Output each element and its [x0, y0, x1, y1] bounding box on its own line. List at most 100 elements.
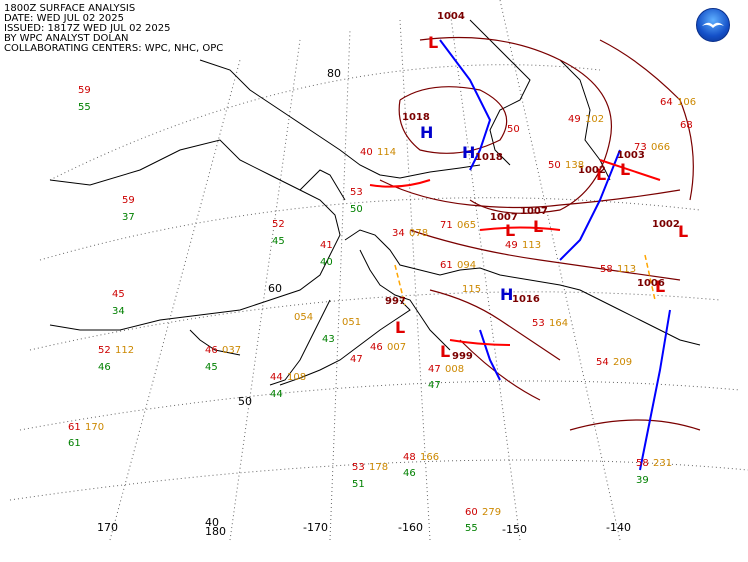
- svg-text:46: 46: [370, 342, 383, 353]
- svg-text:178: 178: [369, 462, 388, 473]
- svg-text:1003: 1003: [617, 150, 645, 161]
- svg-text:39: 39: [636, 475, 649, 486]
- svg-text:40: 40: [360, 147, 373, 158]
- svg-text:64: 64: [660, 97, 673, 108]
- svg-text:1006: 1006: [637, 278, 665, 289]
- svg-text:54: 54: [596, 357, 609, 368]
- svg-text:68: 68: [680, 120, 693, 131]
- svg-text:45: 45: [272, 236, 285, 247]
- svg-text:065: 065: [457, 220, 476, 231]
- lat-label-40: 40: [205, 516, 219, 529]
- svg-text:44: 44: [270, 389, 283, 400]
- noaa-logo-icon: [696, 8, 730, 42]
- svg-text:138: 138: [565, 160, 584, 171]
- low-1007: L: [505, 221, 515, 240]
- pressure-centers: L 1004 H 1018 H 1018 L 1007 L 1007 L 100…: [385, 11, 688, 362]
- svg-text:106: 106: [677, 97, 696, 108]
- low-1002b: L: [678, 222, 688, 241]
- svg-text:45: 45: [205, 362, 218, 373]
- svg-text:53: 53: [350, 187, 363, 198]
- svg-text:094: 094: [457, 260, 476, 271]
- svg-text:49: 49: [568, 114, 581, 125]
- low-1003: L: [620, 160, 630, 179]
- svg-text:46: 46: [98, 362, 111, 373]
- low-1002: L: [596, 165, 606, 184]
- svg-text:997: 997: [385, 296, 406, 307]
- svg-text:43: 43: [322, 334, 335, 345]
- low-1007b: L: [533, 217, 543, 236]
- svg-text:46: 46: [403, 468, 416, 479]
- svg-text:007: 007: [387, 342, 406, 353]
- svg-text:45: 45: [112, 289, 125, 300]
- svg-text:71: 71: [440, 220, 453, 231]
- svg-text:50: 50: [507, 124, 520, 135]
- svg-text:108: 108: [287, 372, 306, 383]
- svg-text:1016: 1016: [512, 294, 540, 305]
- header-line-2: DATE: WED JUL 02 2025: [4, 13, 125, 24]
- high-1018: H: [420, 123, 433, 142]
- svg-text:61: 61: [68, 422, 81, 433]
- svg-text:1007: 1007: [520, 206, 548, 217]
- svg-text:49: 49: [505, 240, 518, 251]
- low-999: L: [440, 342, 450, 361]
- lon-label-170: 170: [97, 521, 118, 534]
- cold-front: [439, 39, 671, 471]
- svg-text:37: 37: [122, 212, 135, 223]
- svg-text:58: 58: [636, 458, 649, 469]
- svg-text:58: 58: [600, 264, 613, 275]
- svg-text:037: 037: [222, 345, 241, 356]
- svg-text:231: 231: [653, 458, 672, 469]
- low-1004: L: [428, 33, 438, 52]
- svg-text:008: 008: [445, 364, 464, 375]
- header-line-1: 1800Z SURFACE ANALYSIS: [4, 3, 136, 14]
- svg-text:051: 051: [342, 317, 361, 328]
- svg-text:170: 170: [85, 422, 104, 433]
- svg-text:55: 55: [78, 102, 91, 113]
- svg-text:34: 34: [112, 306, 125, 317]
- high-1016: H: [500, 285, 513, 304]
- high-1018b: H: [462, 143, 475, 162]
- lon-label-180: 180: [205, 525, 226, 538]
- svg-text:164: 164: [549, 318, 568, 329]
- svg-text:47: 47: [428, 364, 441, 375]
- lat-label-80: 80: [327, 67, 341, 80]
- svg-text:47: 47: [428, 380, 441, 391]
- svg-text:52: 52: [98, 345, 111, 356]
- svg-text:46: 46: [205, 345, 218, 356]
- station-plots: 59 55 59 37 45 34 52 112 46 46 037 45 52 45 40 11…: [68, 85, 696, 534]
- svg-text:114: 114: [377, 147, 396, 158]
- svg-text:44: 44: [270, 372, 283, 383]
- svg-text:53: 53: [532, 318, 545, 329]
- lon-label-neg170: -170: [303, 521, 328, 534]
- svg-text:73: 73: [634, 142, 647, 153]
- svg-text:48: 48: [403, 452, 416, 463]
- svg-text:1007: 1007: [490, 212, 518, 223]
- low-1006: L: [655, 277, 665, 296]
- svg-text:115: 115: [462, 284, 481, 295]
- svg-text:1018: 1018: [475, 152, 503, 163]
- svg-text:52: 52: [272, 219, 285, 230]
- svg-text:102: 102: [585, 114, 604, 125]
- warm-front: [369, 159, 661, 346]
- trough: [394, 254, 656, 306]
- svg-text:59: 59: [78, 85, 91, 96]
- svg-text:53: 53: [352, 462, 365, 473]
- lon-label-neg160: -160: [398, 521, 423, 534]
- svg-text:34: 34: [392, 228, 405, 239]
- svg-text:47: 47: [350, 354, 363, 365]
- svg-text:40: 40: [320, 257, 333, 268]
- svg-text:61: 61: [68, 438, 81, 449]
- coastline: [49, 19, 701, 386]
- svg-text:1002: 1002: [652, 219, 680, 230]
- lon-label-neg150: -150: [502, 523, 527, 536]
- low-997: L: [395, 318, 405, 337]
- svg-text:50: 50: [350, 204, 363, 215]
- svg-text:1004: 1004: [437, 11, 465, 22]
- svg-text:054: 054: [294, 312, 313, 323]
- svg-text:166: 166: [420, 452, 439, 463]
- header-line-5: COLLABORATING CENTERS: WPC, NHC, OPC: [4, 43, 224, 54]
- svg-text:1002: 1002: [578, 165, 606, 176]
- svg-text:209: 209: [613, 357, 632, 368]
- svg-text:113: 113: [617, 264, 636, 275]
